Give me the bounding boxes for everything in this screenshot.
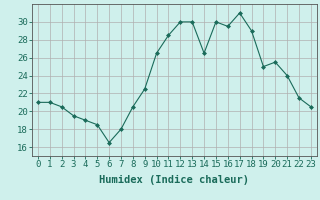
- X-axis label: Humidex (Indice chaleur): Humidex (Indice chaleur): [100, 175, 249, 185]
